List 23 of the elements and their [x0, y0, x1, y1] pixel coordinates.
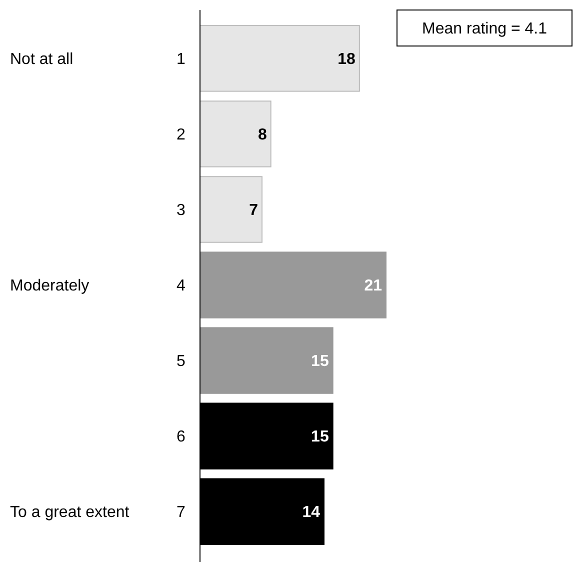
bar — [200, 25, 360, 92]
bar — [200, 176, 262, 243]
y-tick-label: 6 — [176, 428, 186, 446]
data-label: 15 — [311, 428, 329, 446]
bar — [200, 252, 386, 318]
y-tick-label: 2 — [176, 126, 186, 144]
y-tick-label: 4 — [176, 278, 186, 295]
data-label: 7 — [249, 202, 258, 220]
text: Moderately — [10, 278, 90, 295]
data-label: 14 — [302, 504, 320, 522]
y-tick-label: 1 — [176, 51, 186, 68]
data-label: 21 — [364, 278, 382, 295]
bar — [200, 100, 272, 168]
y-tick-label: 7 — [176, 504, 186, 522]
data-label: 18 — [338, 51, 356, 68]
text: Mean rating = 4.1 — [422, 20, 548, 38]
text: Not at all — [10, 51, 74, 68]
text: To a great extent — [10, 504, 130, 522]
data-label: 15 — [311, 353, 329, 370]
bar — [200, 327, 334, 394]
data-label: 8 — [258, 126, 267, 144]
y-tick-label: 5 — [176, 353, 186, 370]
y-tick-label: 3 — [176, 202, 186, 220]
